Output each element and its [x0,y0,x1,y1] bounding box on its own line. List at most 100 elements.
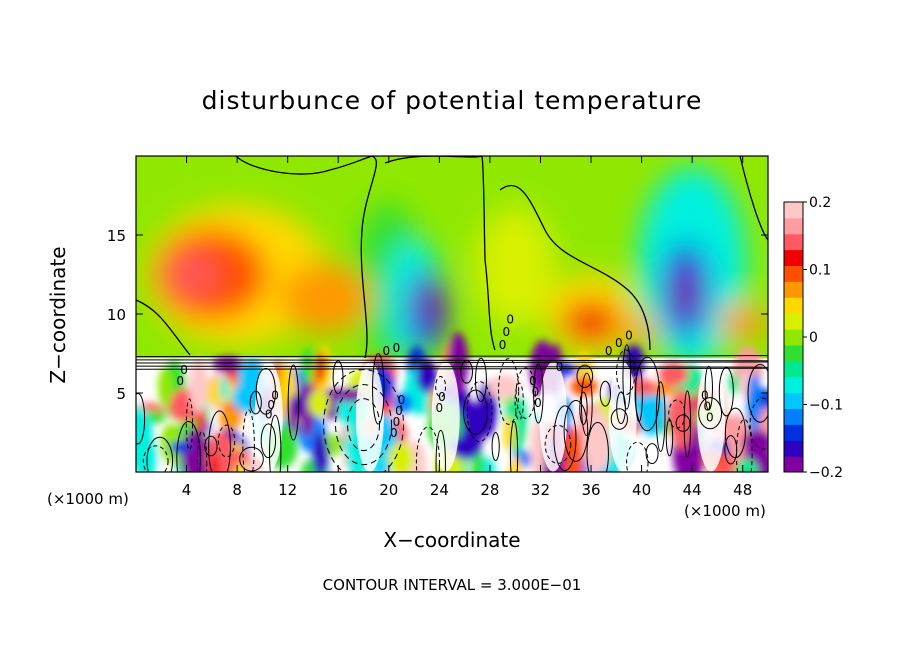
contour-loop [698,397,723,430]
contour-label: 0 [398,393,406,407]
chart-title: disturbunce of potential temperature [201,86,703,115]
contour-label: 0 [534,396,542,410]
colorbar-swatch [784,344,803,362]
contour-loop [491,432,500,462]
colorbar-tick-label: 0.1 [809,263,831,279]
contour-label: 0 [271,388,279,402]
contour-loop [509,420,519,472]
x-tick-label: 32 [531,481,550,499]
contour-loop [563,400,589,462]
zero-contour-5 [499,184,651,351]
contour-label: 0 [382,344,390,358]
contour-loop [533,363,544,424]
zero-contour-6 [739,156,768,241]
lower-blob [509,456,522,472]
contour-loop [579,391,588,425]
lower-blob [218,408,242,431]
contour-loop [655,381,666,452]
contour-loop [616,349,636,396]
x-tick-label: 28 [480,481,499,499]
zero-contour-4 [481,156,496,351]
lower-blob [635,384,667,436]
contour-loop [498,358,520,425]
contour-loop [622,344,632,410]
contour-label: 0 [267,398,275,412]
lower-blob [670,388,695,450]
lower-blob [728,371,740,395]
field-blob-5 [475,206,556,327]
contour-loop [553,405,577,472]
y-tick-label: 5 [116,385,126,403]
field-blob-10 [416,284,437,325]
x-tick-label: 36 [581,481,600,499]
x-tick-label: 48 [733,481,752,499]
contour-label: 0 [503,325,511,339]
x-unit-right: (×1000 m) [684,502,766,520]
colorbar-swatch [784,265,803,282]
contour-loop [675,414,691,432]
vortex-contour-0 [323,369,405,472]
zero-contours [136,156,768,359]
contour-loop [724,407,746,459]
contour-label: 0 [556,360,564,374]
colorbar-swatch [784,440,803,457]
contour-loop [287,364,300,441]
x-tick-label: 20 [379,481,398,499]
contour-loop [580,372,593,437]
plume-column-3 [539,361,568,472]
field-blob-8 [280,263,371,334]
colorbar-swatch [784,313,803,330]
contour-label: 0 [436,401,444,415]
colorbar-swatch [784,233,803,251]
contour-loop [718,367,734,417]
contour-loop [747,364,768,423]
contour-loop [435,375,447,398]
contour-label: 0 [701,388,709,402]
contour-label: 0 [499,338,507,352]
plume-column-2 [431,361,460,472]
band-line-2 [136,361,768,364]
contour-loop [683,390,692,458]
contour-loop [435,429,446,472]
contour-loop [463,389,488,435]
field-blob-13 [673,267,698,320]
contour-label: 0 [265,407,273,421]
lower-blob [169,441,193,454]
lower-blob [220,376,229,402]
x-tick-label: 16 [329,481,348,499]
zero-contour-2 [360,156,377,359]
contour-loop [217,424,236,458]
contour-loop [514,382,524,421]
x-tick-label: 8 [232,481,242,499]
lower-turbulent-layer [136,332,768,472]
vortex-contour-2 [347,398,381,452]
colorbar-swatch [784,392,803,409]
contour-loop [645,443,659,465]
lower-blob [158,367,173,408]
x-axis-label-text: X−coordinate [383,528,521,552]
field-blob-7 [170,256,215,293]
band-line-4 [136,367,768,370]
contour-loop [474,357,487,403]
contour-loop [735,418,753,472]
lower-blob [188,358,209,414]
lower-blob [387,442,414,472]
contour-label: 0 [506,312,514,326]
contour-label: 0 [180,363,188,377]
inversion-band [136,355,768,370]
contour-loop [242,409,255,472]
contour-label: 0 [625,328,633,342]
colorbar-swatch [784,456,803,473]
contour-loop [146,436,174,472]
lower-blob [416,359,438,394]
x-tick-label: 4 [182,481,192,499]
contour-loop [239,446,264,472]
lower-blob [503,416,515,452]
field-blob-11 [563,301,620,342]
y-tick-label: 10 [107,306,126,324]
colorbar-tick-label: −0.1 [809,398,843,414]
colorbar-swatch [784,376,803,394]
contour-loop [634,356,660,432]
